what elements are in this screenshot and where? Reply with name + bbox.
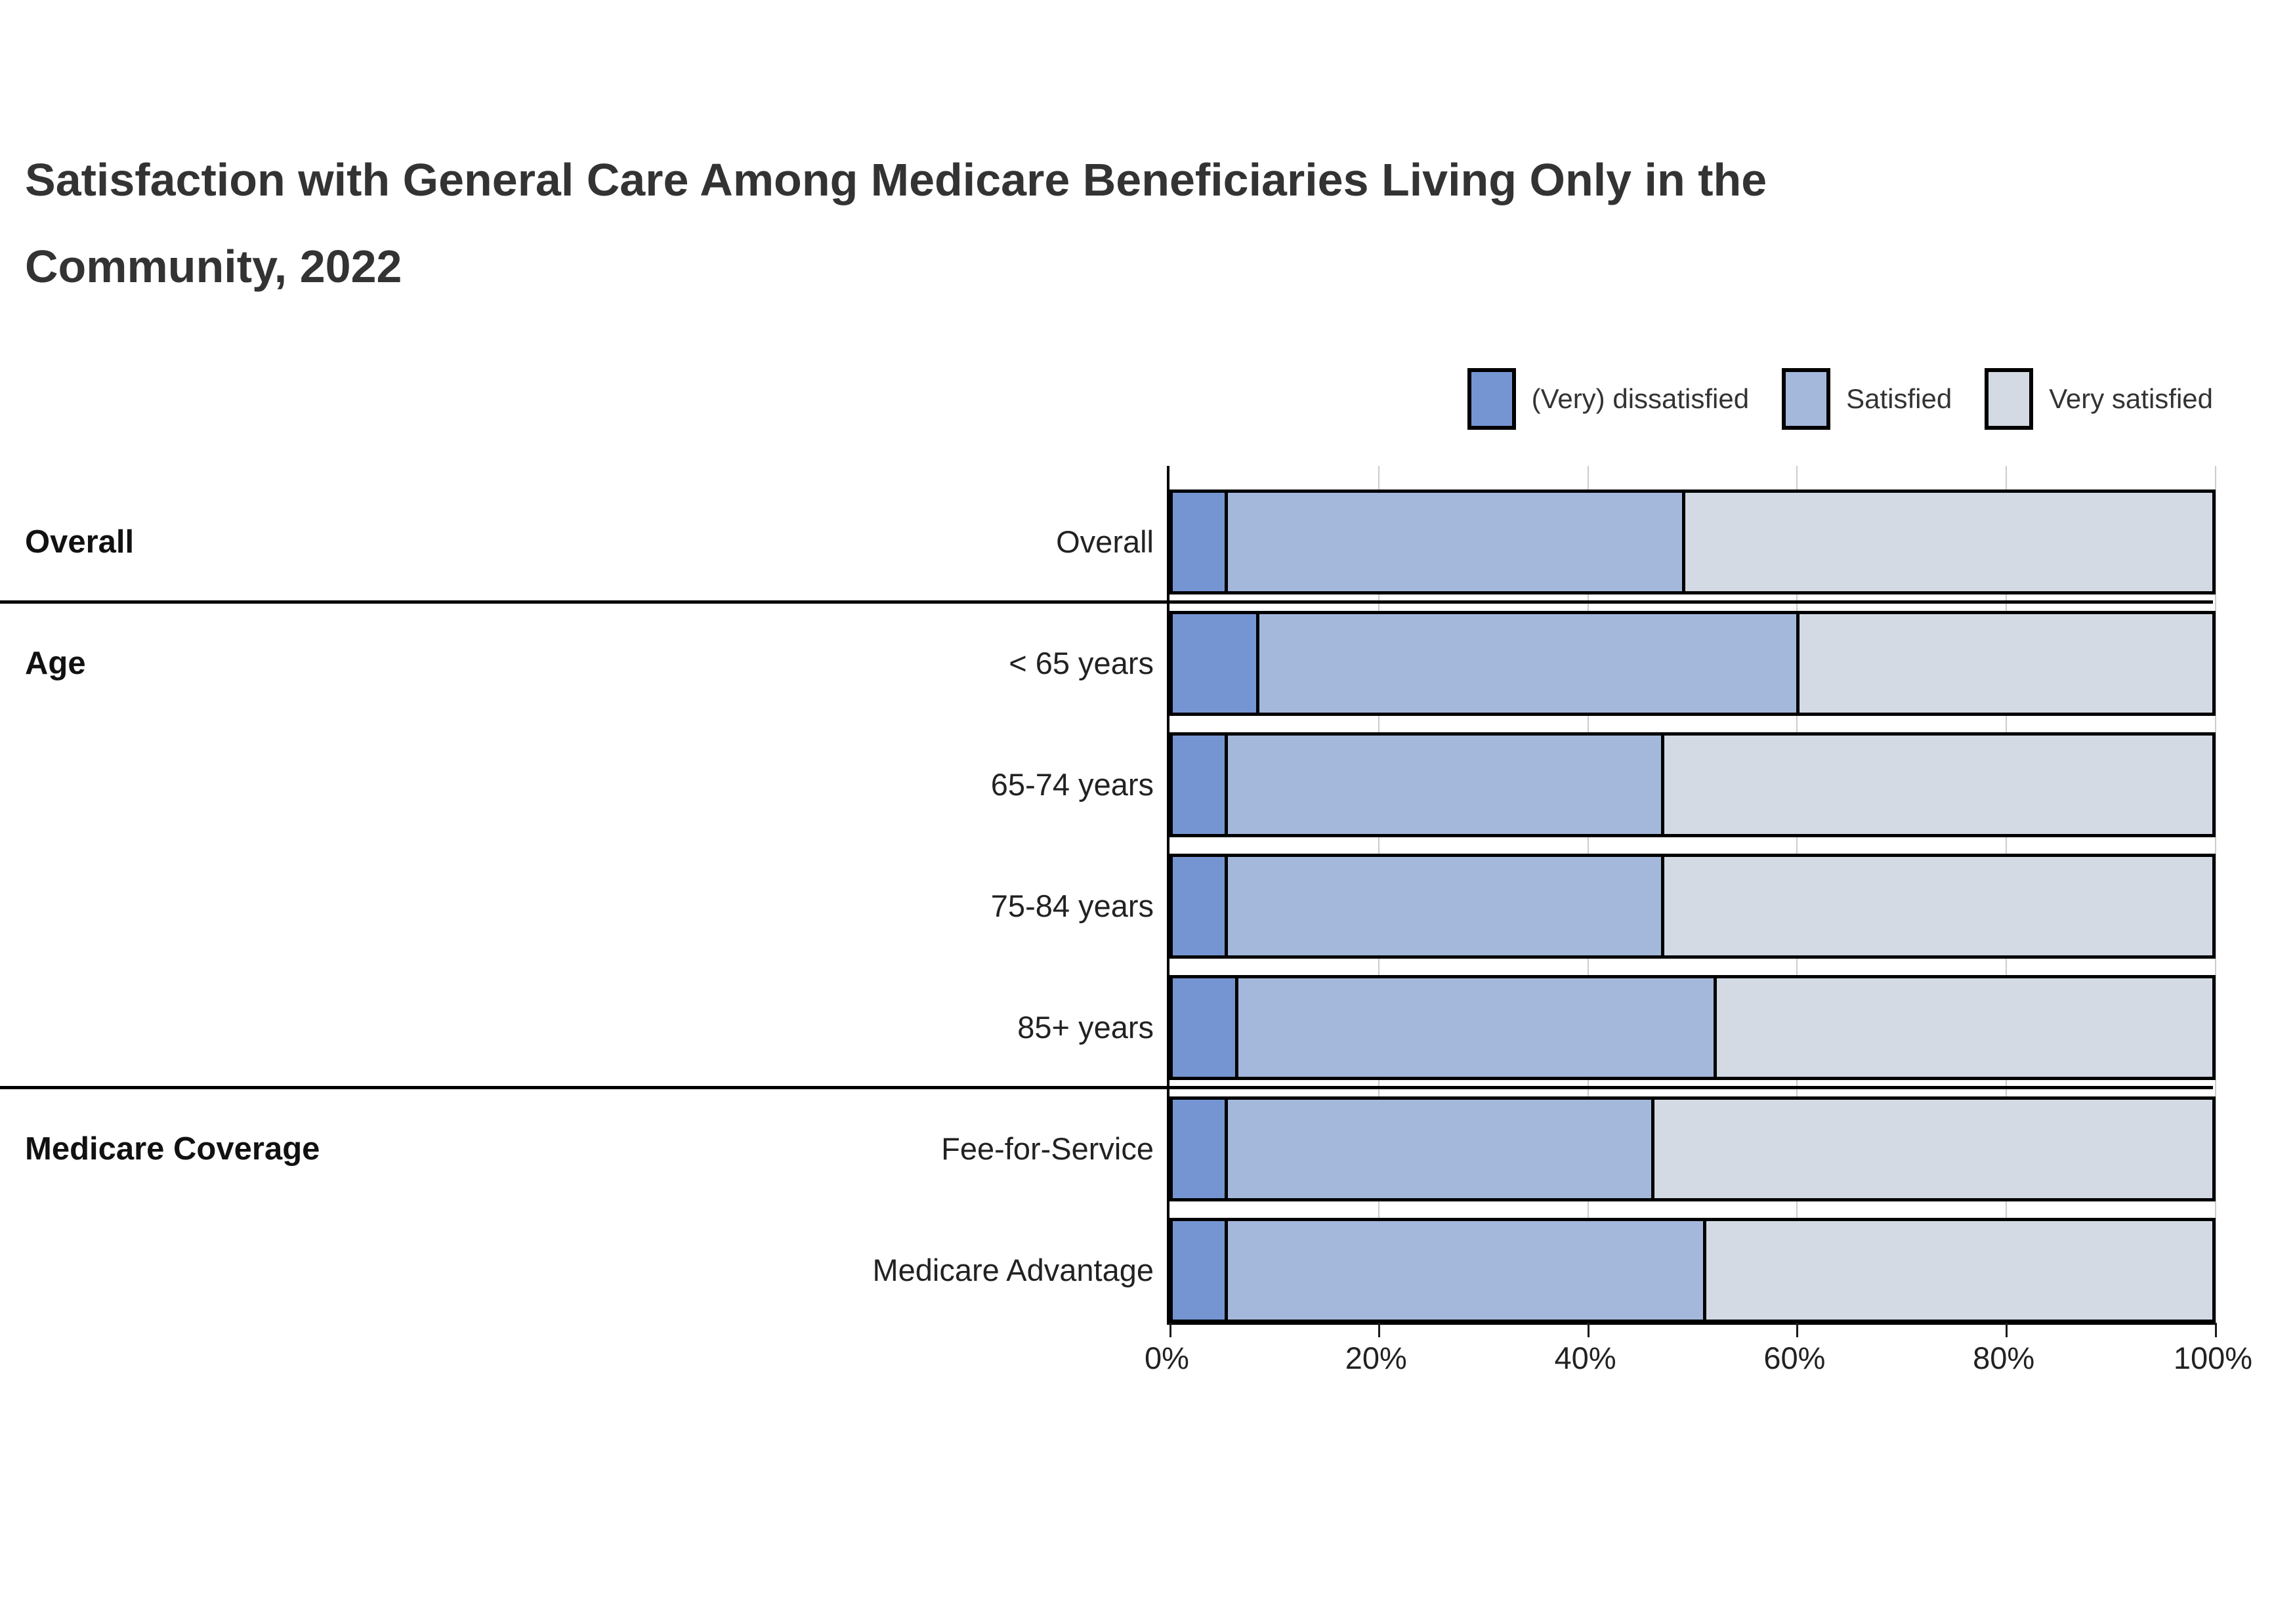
row-label: Fee-for-Service — [941, 1131, 1154, 1166]
chart-legend: (Very) dissatisfied Satisfied Very satisfi… — [1467, 367, 2213, 430]
bar-segment-very-satisfied — [1661, 857, 2212, 955]
x-axis-tick-100 — [2215, 1323, 2217, 1337]
legend-item-3: Very satisfied — [1985, 368, 2213, 430]
group-label-age: Age — [25, 646, 86, 681]
row-label: < 65 years — [1009, 646, 1154, 680]
x-axis-tick-20 — [1378, 1323, 1380, 1337]
bar-segment-satisfied — [1225, 857, 1662, 955]
row-label: Overall — [1056, 524, 1154, 559]
bar-segment--very-dissatisfied — [1173, 493, 1225, 591]
group-separator — [0, 1086, 2213, 1089]
bar-row--65-years — [1169, 611, 2216, 716]
group-label-overall: Overall — [25, 524, 135, 560]
group-label-medicare-coverage: Medicare Coverage — [25, 1131, 320, 1167]
legend-label: Very satisfied — [2049, 383, 2213, 414]
x-axis-tick-label: 60% — [1763, 1341, 1826, 1375]
legend-label: (Very) dissatisfied — [1531, 383, 1750, 414]
gridline-100 — [2215, 466, 2216, 1323]
bar-segment-very-satisfied — [1661, 736, 2212, 834]
x-axis-tick-label: 40% — [1554, 1341, 1616, 1375]
x-axis-tick-label: 100% — [2173, 1341, 2253, 1375]
bar-segment--very-dissatisfied — [1173, 1221, 1225, 1320]
legend-swatch-icon — [1782, 368, 1831, 430]
legend-label: Satisfied — [1846, 383, 1952, 414]
x-axis-tick-40 — [1587, 1323, 1590, 1337]
bar-segment-satisfied — [1225, 736, 1662, 834]
bar-row-65-74-years — [1169, 732, 2216, 837]
bar-row-75-84-years — [1169, 854, 2216, 959]
group-separator — [0, 600, 2213, 604]
bar-segment--very-dissatisfied — [1173, 857, 1225, 955]
legend-swatch-icon — [1467, 368, 1516, 430]
bar-segment-very-satisfied — [1713, 978, 2212, 1077]
bar-segment-satisfied — [1255, 614, 1797, 713]
bar-segment--very-dissatisfied — [1173, 614, 1256, 713]
page-title-line1: Satisfaction with General Care Among Med… — [25, 154, 1767, 205]
page-title-line2: Community, 2022 — [25, 241, 402, 292]
bar-segment--very-dissatisfied — [1173, 736, 1225, 834]
row-label: 75-84 years — [990, 888, 1154, 923]
bar-segment--very-dissatisfied — [1173, 1100, 1225, 1198]
row-label: 65-74 years — [990, 767, 1154, 802]
bar-segment-satisfied — [1225, 1100, 1651, 1198]
bar-segment-very-satisfied — [1651, 1100, 2212, 1198]
page-title: Satisfaction with General Care Among Med… — [25, 136, 2256, 310]
row-label: Medicare Advantage — [872, 1253, 1154, 1287]
bar-segment-satisfied — [1235, 978, 1714, 1077]
x-axis-tick-label: 80% — [1973, 1341, 2035, 1375]
legend-item-1: (Very) dissatisfied — [1467, 368, 1749, 430]
bar-segment-very-satisfied — [1796, 614, 2212, 713]
bar-row-overall — [1169, 489, 2216, 594]
bar-segment--very-dissatisfied — [1173, 978, 1236, 1077]
legend-swatch-icon — [1985, 368, 2034, 430]
bar-row-85-years — [1169, 975, 2216, 1080]
x-axis-tick-label: 0% — [1145, 1341, 1189, 1375]
bar-segment-satisfied — [1225, 1221, 1703, 1320]
bar-row-medicare-advantage — [1169, 1218, 2216, 1323]
bar-segment-very-satisfied — [1682, 493, 2212, 591]
x-axis-tick-label: 20% — [1345, 1341, 1407, 1375]
row-label: 85+ years — [1017, 1010, 1154, 1045]
plot-area — [1167, 466, 2217, 1337]
x-axis-tick-80 — [2006, 1323, 2008, 1337]
legend-item-2: Satisfied — [1782, 368, 1952, 430]
bar-row-fee-for-service — [1169, 1096, 2216, 1201]
bar-segment-satisfied — [1225, 493, 1683, 591]
bar-segment-very-satisfied — [1702, 1221, 2212, 1320]
x-axis-tick-0 — [1169, 1323, 1171, 1337]
x-axis-tick-60 — [1796, 1323, 1799, 1337]
